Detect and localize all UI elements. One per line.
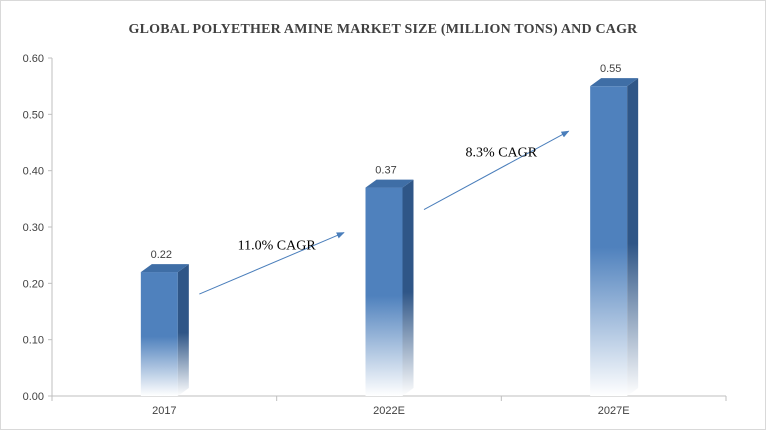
bar-front <box>140 272 178 396</box>
y-tick-label: 0.50 <box>23 109 44 121</box>
bar-front <box>590 86 628 397</box>
bar-side <box>177 264 189 396</box>
bar-side <box>402 179 414 396</box>
y-tick-label: 0.10 <box>23 335 44 347</box>
x-tick-label: 2017 <box>152 405 176 417</box>
cagr-label: 11.0% CAGR <box>238 238 317 253</box>
data-label: 0.55 <box>600 63 621 75</box>
data-label: 0.37 <box>375 165 396 177</box>
bar-front <box>365 187 403 396</box>
y-tick-label: 0.20 <box>23 278 44 290</box>
y-tick-label: 0.40 <box>23 166 44 178</box>
bar <box>590 78 639 397</box>
cagr-arrow <box>423 130 570 211</box>
x-tick-label: 2027E <box>598 405 630 417</box>
bar-top <box>590 78 639 87</box>
bar-top <box>365 179 414 188</box>
cagr-arrow <box>199 232 345 295</box>
cagr-label: 8.3% CAGR <box>466 145 538 160</box>
y-tick-label: 0.00 <box>23 391 44 403</box>
bar <box>140 264 189 396</box>
bar-top <box>140 264 189 273</box>
bar <box>365 179 414 396</box>
chart-title: GLOBAL POLYETHER AMINE MARKET SIZE (MILL… <box>128 22 638 37</box>
y-tick-label: 0.30 <box>23 222 44 234</box>
data-label: 0.22 <box>151 249 172 261</box>
bar-side <box>627 78 639 397</box>
y-tick-label: 0.60 <box>23 53 44 65</box>
x-tick-label: 2022E <box>373 405 405 417</box>
